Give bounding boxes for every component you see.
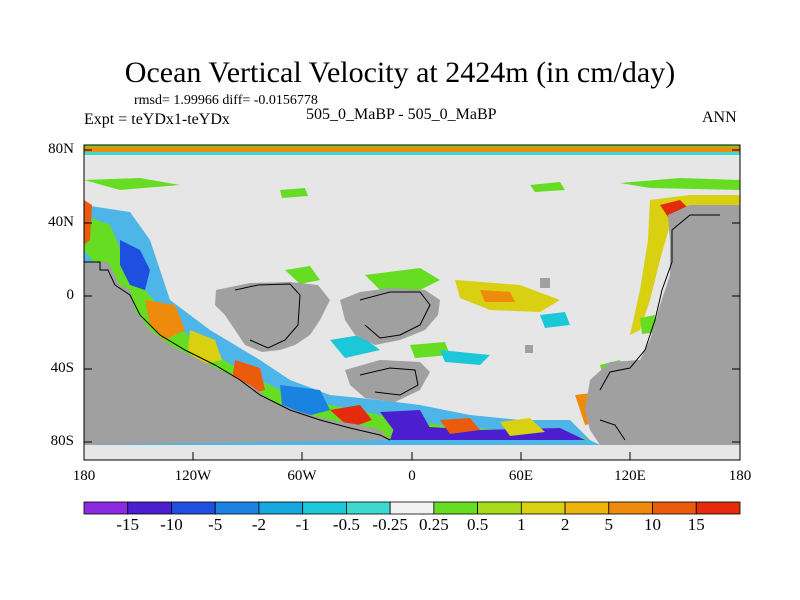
land-western-continent — [84, 262, 390, 445]
velocity-cell — [120, 240, 150, 290]
velocity-cell — [280, 188, 308, 198]
velocity-cell — [540, 312, 570, 328]
lat-label-40n: 40N — [48, 214, 74, 230]
map-area — [84, 145, 740, 460]
colorbar-level-label: -0.5 — [332, 515, 360, 534]
colorbar-level-label: -2 — [251, 515, 266, 534]
velocity-cell — [500, 418, 545, 436]
velocity-cell — [410, 342, 450, 358]
velocity-band-north-east — [620, 178, 740, 190]
velocity-band-north — [84, 178, 180, 190]
lon-label-60w: 60W — [287, 468, 317, 484]
velocity-cell — [330, 405, 372, 428]
colorbar-level-label: 10 — [644, 515, 662, 534]
colorbar-swatch — [258, 501, 304, 515]
velocity-cell — [530, 182, 565, 192]
land-island — [540, 278, 550, 288]
velocity-cell — [480, 290, 515, 302]
arctic-band — [84, 145, 740, 155]
colorbar-level-label: -5 — [208, 515, 223, 534]
velocity-cell — [285, 266, 320, 284]
velocity-band-mid — [365, 268, 440, 290]
colorbar-swatch — [345, 501, 391, 515]
season-label: ANN — [702, 109, 737, 126]
colorbar-swatch — [214, 501, 260, 515]
land-masses — [84, 205, 740, 445]
lon-label-60e: 60E — [508, 468, 534, 484]
land-mid-continent — [340, 288, 440, 345]
lat-label-0: 0 — [66, 287, 75, 303]
colorbar-swatch — [695, 501, 741, 515]
velocity-cell — [660, 200, 690, 220]
rmsd-diff-stats: rmsd= 1.99966 diff= -0.0156778 — [134, 93, 318, 108]
colorbar-swatch — [477, 501, 522, 515]
colorbar-level-label: 1 — [517, 515, 526, 534]
colorbar-swatch — [433, 501, 479, 515]
axis-ticks — [83, 149, 741, 460]
colorbar-swatch — [520, 501, 566, 515]
colorbar-level-label: 5 — [604, 515, 614, 534]
colorbar-level-label: 15 — [687, 515, 705, 534]
colorbar-level-label: -1 — [295, 515, 310, 534]
colorbar-swatch — [652, 501, 697, 515]
colorbar — [83, 501, 741, 515]
colorbar-swatch — [83, 501, 129, 515]
lat-label-80s: 80S — [50, 433, 74, 449]
coastlines — [84, 214, 720, 441]
colorbar-level-label: 2 — [560, 515, 570, 534]
lon-label-0: 0 — [408, 468, 416, 484]
colorbar-swatch — [302, 501, 347, 515]
case-label: 505_0_MaBP - 505_0_MaBP — [306, 106, 497, 123]
colorbar-level-label: -15 — [116, 515, 140, 534]
colorbar-level-label: -10 — [160, 515, 183, 534]
colorbar-swatch — [564, 501, 610, 515]
colorbar-swatch — [608, 501, 653, 515]
velocity-cell — [440, 418, 480, 434]
colorbar-swatch — [389, 501, 435, 515]
colorbar-level-label: 0.25 — [418, 515, 449, 534]
lon-label-180e: 180 — [728, 468, 752, 484]
land-southern-continent — [345, 360, 430, 402]
velocity-band-east — [630, 195, 740, 335]
colorbar-swatch — [127, 501, 172, 515]
land-central-continent — [215, 282, 330, 352]
colorbar-level-label: -0.25 — [372, 515, 408, 534]
colorbar-level-label: 0.5 — [466, 515, 489, 534]
land-eastern-continent — [585, 205, 740, 445]
lon-label-120w: 120W — [174, 468, 212, 484]
colorbar-swatch — [171, 501, 216, 515]
plot-title: Ocean Vertical Velocity at 2424m (in cm/… — [124, 56, 676, 89]
velocity-cell — [440, 350, 490, 365]
lon-label-120e: 120E — [614, 468, 646, 484]
land-island — [525, 345, 533, 353]
lat-label-80n: 80N — [48, 141, 74, 157]
experiment-label: Expt = teYDx1-teYDx — [84, 111, 230, 128]
lat-label-40s: 40S — [50, 360, 74, 376]
lon-label-180w: 180 — [72, 468, 96, 484]
